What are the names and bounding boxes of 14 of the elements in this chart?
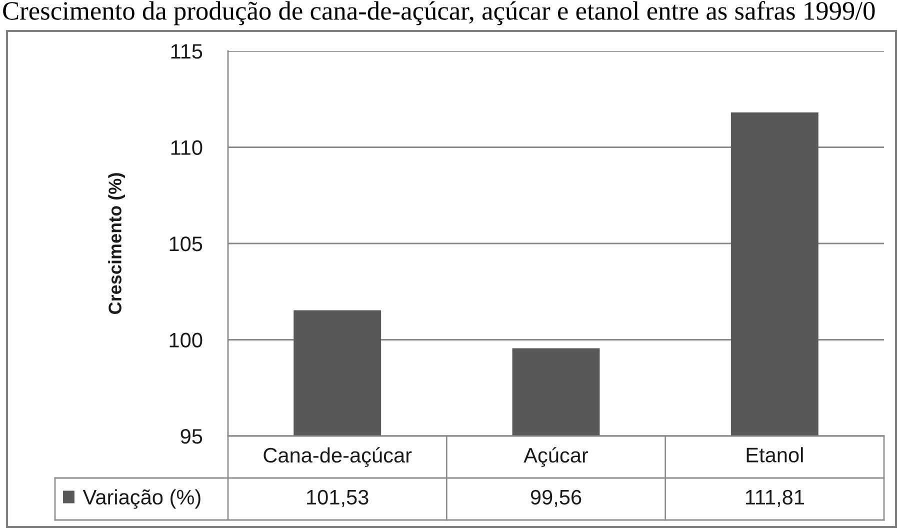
y-tick-label: 110 xyxy=(171,140,202,156)
data-label: 101,53 xyxy=(307,490,368,508)
chart-title: Crescimento da produção de cana-de-açúcar, açúcar e etanol entre as safras 1999/0 xyxy=(3,1,875,26)
data-label: 99,56 xyxy=(530,490,582,508)
x-tick-label: Cana-de-açúcar xyxy=(264,447,412,467)
y-tick-label: 115 xyxy=(171,44,202,59)
data-label: 111,81 xyxy=(746,490,804,508)
y-tick-label: 100 xyxy=(170,332,202,348)
y-tick-label: 105 xyxy=(170,236,202,252)
x-tick-label: Açúcar xyxy=(524,447,588,467)
y-tick-label: 95 xyxy=(180,429,202,444)
x-tick-label: Etanol xyxy=(746,447,803,462)
legend-label: Variação (%) xyxy=(82,489,200,509)
y-axis-title: Crescimento (%) xyxy=(108,173,125,314)
